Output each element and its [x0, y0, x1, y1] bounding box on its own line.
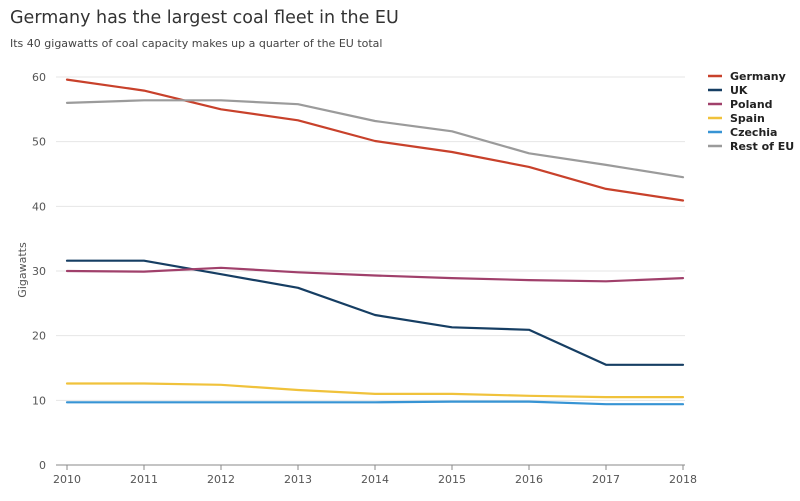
x-tick-label: 2016: [515, 473, 543, 486]
legend-label: Rest of EU: [730, 140, 794, 153]
series-line-czechia: [65, 400, 685, 406]
series-line-rest-of-eu: [65, 99, 685, 179]
series-line-poland: [65, 266, 685, 283]
y-tick-label: 30: [32, 265, 46, 278]
legend-label: Germany: [730, 70, 786, 83]
legend-label: Poland: [730, 98, 773, 111]
legend-label: UK: [730, 84, 748, 97]
series-line-uk: [65, 259, 685, 366]
y-tick-label: 10: [32, 394, 46, 407]
x-tick-label: 2012: [207, 473, 235, 486]
legend-label: Spain: [730, 112, 765, 125]
x-tick-label: 2015: [438, 473, 466, 486]
x-tick-label: 2017: [592, 473, 620, 486]
x-axis-ticks: 2010 2011 2012 2013 2014 2015 2016 2017 2018: [53, 465, 697, 486]
chart-subtitle: Its 40 gigawatts of coal capacity makes …: [10, 37, 383, 50]
x-tick-label: 2013: [284, 473, 312, 486]
y-tick-label: 20: [32, 330, 46, 343]
x-tick-label: 2018: [669, 473, 697, 486]
grid-lines: [56, 76, 685, 466]
y-tick-label: 50: [32, 136, 46, 149]
y-axis-label: Gigawatts: [16, 242, 29, 298]
chart-title: Germany has the largest coal fleet in th…: [10, 8, 399, 28]
y-axis-ticks: 0 10 20 30 40 50 60: [32, 71, 46, 472]
series-line-germany: [65, 78, 685, 202]
legend-label: Czechia: [730, 126, 777, 139]
y-tick-label: 40: [32, 200, 46, 213]
series-lines: [65, 78, 685, 406]
x-tick-label: 2014: [361, 473, 389, 486]
x-tick-label: 2011: [130, 473, 158, 486]
x-tick-label: 2010: [53, 473, 81, 486]
series-line-spain: [65, 382, 685, 399]
y-tick-label: 0: [39, 459, 46, 472]
y-tick-label: 60: [32, 71, 46, 84]
